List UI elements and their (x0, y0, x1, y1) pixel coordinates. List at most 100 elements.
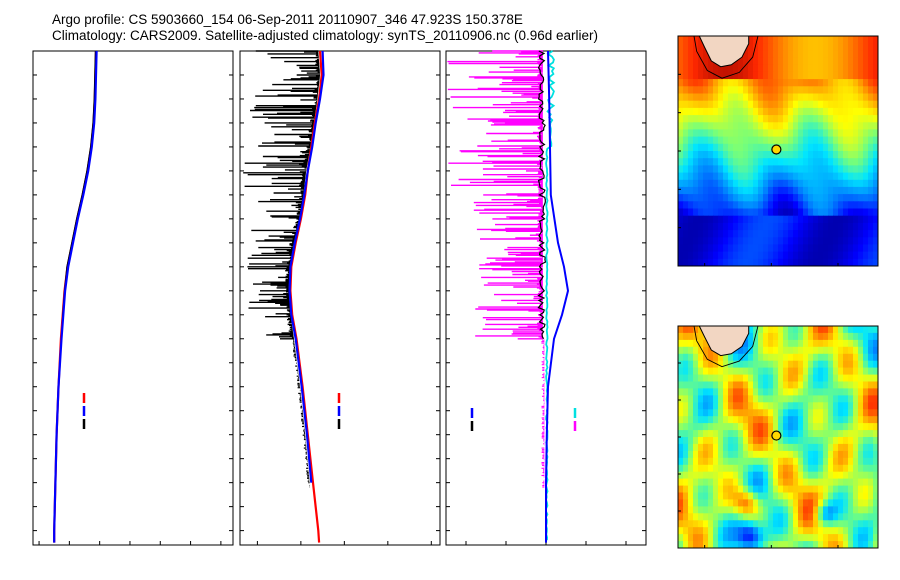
map-cell (703, 520, 709, 528)
map-cell (793, 450, 799, 459)
map-cell (858, 79, 864, 87)
map-cell (678, 423, 684, 431)
map-cell (753, 43, 759, 51)
map-cell (803, 499, 809, 507)
map-cell (728, 86, 734, 95)
map-cell (753, 50, 759, 59)
map-cell (823, 143, 829, 152)
map-cell (733, 450, 739, 459)
map-cell (733, 416, 739, 424)
map-cell (708, 143, 714, 152)
map-cell (698, 423, 704, 431)
map-cell (853, 326, 859, 334)
map-cell (798, 143, 804, 152)
map-cell (688, 100, 694, 109)
map-cell (798, 251, 804, 260)
map-cell (703, 151, 709, 159)
map-cell (703, 492, 709, 500)
map-cell (863, 450, 869, 459)
map-cell (693, 158, 699, 166)
map-cell (858, 534, 864, 542)
map-cell (683, 506, 689, 514)
map-cell (803, 430, 809, 438)
map-cell (873, 513, 878, 521)
map-cell (833, 388, 839, 396)
map-cell (738, 172, 744, 181)
temperature-argo-difference-line (537, 50, 547, 340)
map-cell (753, 71, 759, 80)
map-cell (688, 464, 694, 473)
map-cell (713, 450, 719, 459)
map-cell (813, 339, 819, 348)
map-cell (828, 471, 834, 480)
map-cell (698, 43, 704, 51)
map-cell (778, 194, 784, 202)
map-cell (773, 492, 779, 500)
map-cell (803, 353, 809, 362)
map-cell (773, 107, 779, 116)
map-cell (828, 464, 834, 473)
map-cell (848, 129, 854, 138)
map-cell (733, 186, 739, 195)
map-cell (718, 423, 724, 431)
map-cell (688, 151, 694, 159)
map-cell (708, 443, 714, 452)
map-cell (703, 129, 709, 138)
map-cell (678, 215, 684, 224)
map-cell (703, 165, 709, 174)
map-cell (843, 541, 849, 548)
map-cell (863, 527, 869, 535)
map-cell (788, 346, 794, 355)
map-cell (863, 129, 869, 138)
map-cell (688, 457, 694, 466)
map-cell (853, 534, 859, 542)
map-cell (683, 464, 689, 473)
map-cell (803, 258, 809, 266)
map-cell (783, 534, 789, 542)
map-cell (698, 93, 704, 102)
map-cell (873, 437, 878, 445)
map-cell (708, 534, 714, 542)
map-cell (733, 457, 739, 466)
map-cell (763, 374, 769, 383)
map-cell (843, 64, 849, 73)
map-cell (823, 534, 829, 542)
map-cell (803, 158, 809, 166)
map-cell (688, 208, 694, 217)
map-cell (753, 443, 759, 452)
map-cell (853, 237, 859, 246)
map-cell (813, 492, 819, 500)
map-cell (693, 151, 699, 159)
map-cell (778, 201, 784, 210)
map-cell (853, 57, 859, 66)
map-cell (813, 208, 819, 217)
map-cell (728, 79, 734, 87)
map-cell (843, 71, 849, 80)
map-cell (873, 165, 878, 174)
map-cell (753, 471, 759, 480)
map-cell (733, 115, 739, 123)
map-cell (763, 151, 769, 159)
map-cell (818, 172, 824, 181)
map-cell (828, 71, 834, 80)
map-cell (778, 381, 784, 389)
map-cell (858, 244, 864, 253)
map-cell (743, 360, 749, 369)
map-cell (723, 158, 729, 166)
map-cell (738, 485, 744, 494)
map-cell (788, 423, 794, 431)
map-cell (838, 194, 844, 202)
map-cell (768, 107, 774, 116)
map-cell (858, 258, 864, 266)
map-cell (713, 79, 719, 87)
map-cell (773, 215, 779, 224)
map-cell (808, 251, 814, 260)
map-cell (683, 86, 689, 95)
map-cell (788, 179, 794, 188)
map-cell (778, 409, 784, 417)
map-cell (873, 50, 878, 59)
map-cell (753, 457, 759, 466)
map-cell (773, 527, 779, 535)
map-cell (733, 172, 739, 181)
map-cell (868, 122, 874, 131)
